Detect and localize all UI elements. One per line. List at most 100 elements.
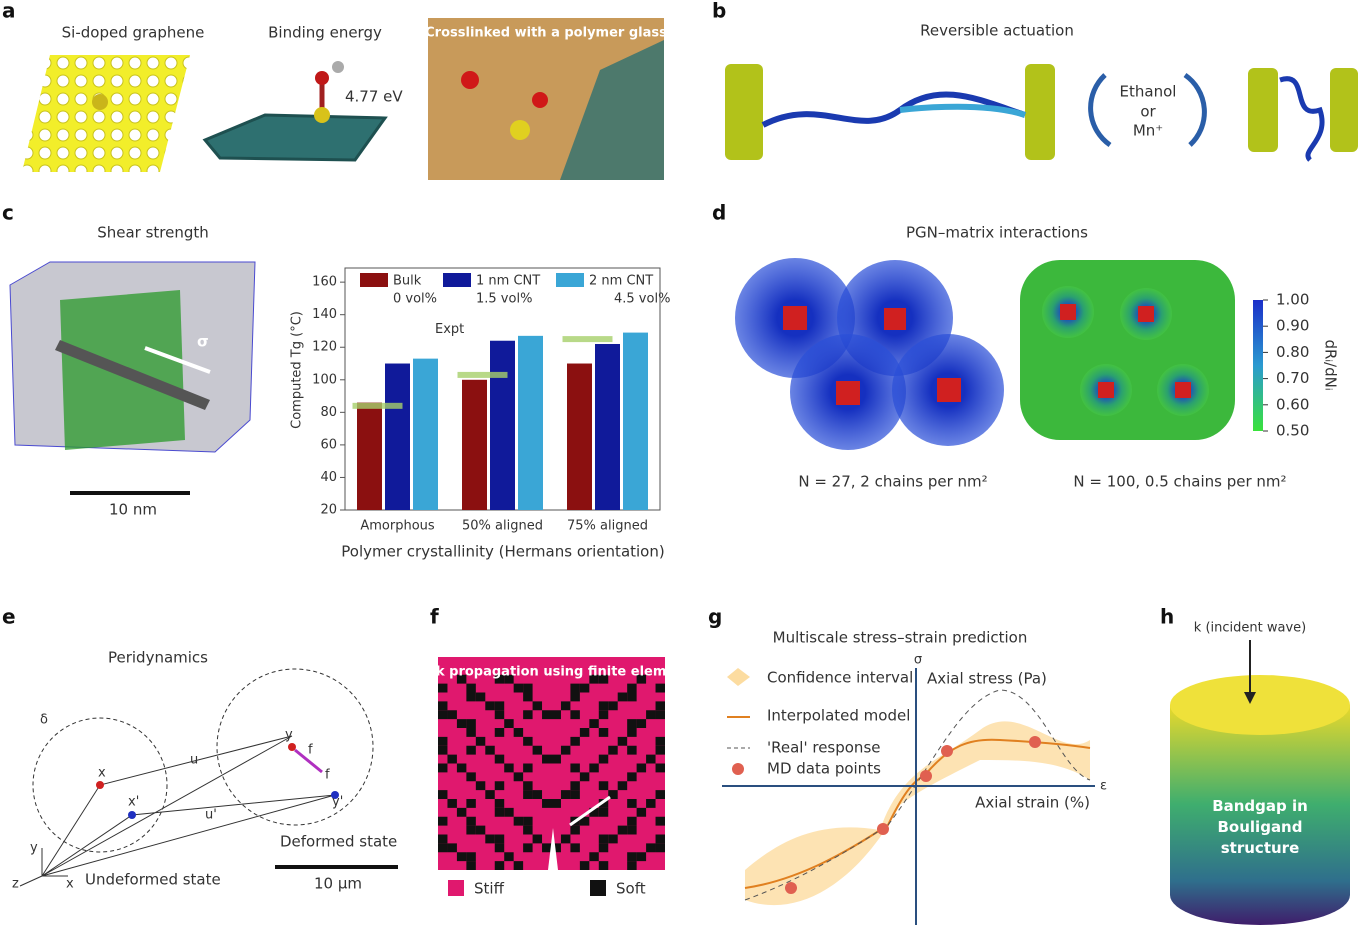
atom	[461, 71, 479, 89]
sigma: σ	[197, 333, 209, 351]
crack	[548, 828, 558, 870]
axes	[19, 848, 68, 887]
arrow	[1183, 72, 1207, 147]
soft-element	[627, 825, 637, 835]
stimulus: or	[1140, 103, 1156, 121]
panel-letter: d	[712, 201, 726, 225]
real-response	[744, 689, 1091, 901]
soft-element	[598, 710, 609, 720]
soft-element	[466, 852, 476, 862]
legend-label: Stiff	[474, 880, 505, 898]
soft-element	[494, 861, 505, 870]
symbol: y'	[332, 795, 343, 810]
text-box: Bandgap in Bouligand structure	[1212, 797, 1308, 857]
panel-f-overlay: Crack propagation using finite elements …	[404, 665, 699, 898]
legend-volume: 1.5 vol%	[476, 292, 532, 307]
soft-element	[456, 807, 467, 817]
soft-element	[570, 781, 580, 791]
soft-element	[579, 683, 590, 693]
core	[937, 378, 961, 402]
h-atom	[332, 61, 344, 73]
soft-element	[627, 852, 637, 862]
soft-element	[627, 692, 637, 702]
soft-element	[570, 736, 580, 746]
panel-label: Binding energy	[268, 24, 382, 42]
expt-marker	[562, 336, 613, 343]
axis-label: Axial stress (Pa)	[927, 670, 1047, 688]
point	[128, 811, 136, 819]
soft-element	[532, 745, 543, 755]
symbol: x'	[128, 795, 139, 810]
core	[1175, 382, 1191, 398]
legend-swatch	[360, 273, 388, 287]
soft-element	[513, 683, 524, 693]
colorbar-tick-label: 1.00	[1276, 291, 1309, 309]
soft-element	[598, 799, 609, 808]
arrowhead	[1244, 692, 1256, 704]
soft-element	[598, 834, 609, 844]
soft-element	[523, 710, 533, 720]
soft-element	[542, 843, 552, 853]
soft-element	[523, 790, 533, 799]
soft-element	[655, 843, 665, 853]
colorbar	[1253, 300, 1263, 431]
x-axis-label: Polymer crystallinity (Hermans orientati…	[341, 543, 664, 561]
legend-label: Bulk	[393, 274, 422, 289]
soft-element	[627, 861, 637, 870]
soft-element	[627, 728, 637, 737]
atom	[510, 120, 530, 140]
arrow	[1088, 73, 1112, 148]
legend-label: 'Real' response	[767, 739, 880, 757]
soft-element	[636, 807, 647, 817]
soft-element	[466, 692, 476, 702]
expt-label: Expt	[435, 322, 464, 337]
soft-element	[447, 799, 457, 808]
y-tick-label: 100	[312, 372, 337, 387]
legend-label: 1 nm CNT	[476, 274, 540, 289]
soft-element	[636, 674, 647, 684]
soft-element	[655, 736, 665, 746]
soft-element	[475, 736, 486, 746]
panel-b: b Reversible actuation Ethanol or Mn⁺	[712, 0, 1358, 162]
soft-element	[466, 728, 476, 737]
colorbar-tick-label: 0.60	[1276, 395, 1309, 413]
panel-a: a Si-doped graphene Binding energy 4.77 …	[2, 0, 667, 180]
soft-element	[617, 825, 628, 835]
cylinder-top	[1170, 675, 1350, 735]
soft-element	[466, 816, 476, 826]
axis-label: Axial strain (%)	[975, 794, 1090, 812]
soft-element	[485, 790, 495, 799]
soft-element	[513, 772, 524, 782]
soft-element	[532, 701, 543, 711]
atom	[532, 92, 548, 108]
axis-symbol: x	[66, 877, 74, 892]
x-tick-label: Amorphous	[360, 519, 435, 534]
soft-element	[513, 861, 524, 870]
colorbar-tick-label: 0.90	[1276, 317, 1309, 335]
soft-element	[589, 719, 599, 728]
panel-letter: h	[1160, 605, 1174, 629]
panel-letter: a	[2, 0, 16, 23]
soft-element	[560, 701, 571, 711]
soft-element	[570, 825, 580, 835]
panel-letter: b	[712, 0, 726, 23]
nanoparticle	[725, 64, 763, 160]
panel-letter: g	[708, 605, 722, 629]
soft-element	[627, 816, 637, 826]
legend-swatch	[556, 273, 584, 287]
soft-element	[542, 799, 552, 808]
soft-element	[447, 710, 457, 720]
cylinder	[1170, 705, 1350, 925]
soft-element	[560, 790, 571, 799]
legend-label: 2 nm CNT	[589, 274, 653, 289]
bar	[490, 340, 515, 510]
symbol: u	[190, 753, 198, 768]
panel-g: g Multiscale stress–strain prediction σ …	[708, 605, 1107, 925]
soft-element	[655, 816, 665, 826]
legend-label: Interpolated model	[767, 707, 910, 725]
soft-element	[494, 834, 505, 844]
soft-element	[466, 719, 476, 728]
soft-element	[466, 799, 476, 808]
bar	[462, 379, 487, 510]
cnt	[560, 40, 664, 180]
